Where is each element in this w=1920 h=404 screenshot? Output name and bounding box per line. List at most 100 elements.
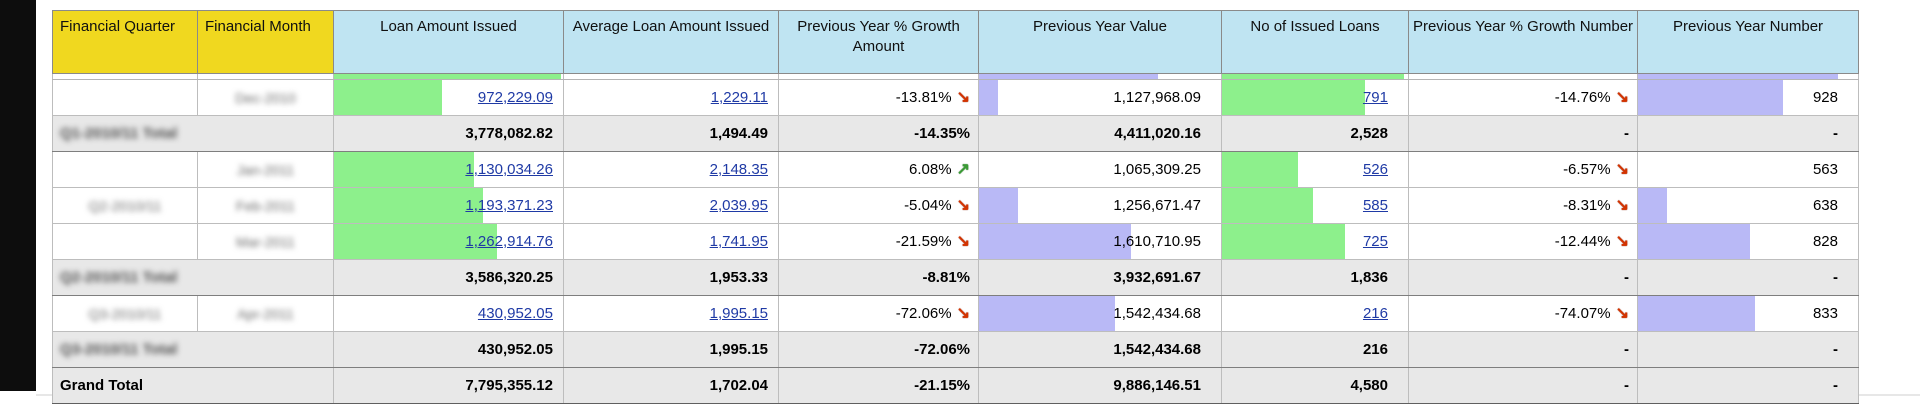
issued-total-value: 1,836 [1350, 269, 1388, 286]
issued-data-bar [1222, 74, 1405, 79]
loan-amount-data-bar [334, 224, 497, 259]
total-label-cell: Grand Total [52, 367, 334, 404]
avg-loan-link[interactable]: 2,039.95 [709, 197, 768, 214]
cell-loan-amount: 1,262,914.76 [333, 223, 564, 260]
cell-month: Apr-2011 [197, 295, 334, 332]
cell-issued: 725 [1221, 223, 1409, 260]
cell-quarter [52, 223, 198, 260]
avg-loan-link[interactable]: 2,148.35 [709, 161, 768, 178]
issued-total-value: 4,580 [1350, 377, 1388, 394]
trend-down-icon: ↘ [1615, 160, 1629, 178]
growth-amount-total-value: -21.15% [914, 377, 970, 394]
prev-value-data-bar [979, 296, 1115, 331]
month-label: Feb-2011 [236, 197, 295, 214]
total-row: Grand Total 7,795,355.12 1,702.04 -21.15% 9,… [52, 367, 1859, 404]
month-label: Apr-2011 [237, 305, 294, 322]
cell-growth-amount: -8.81% [778, 259, 979, 296]
cell-growth-number: -6.57% ↘ [1408, 151, 1638, 188]
loan-amount-link[interactable]: 430,952.05 [477, 305, 553, 322]
prev-number-data-bar [1638, 80, 1784, 115]
column-header-loan-amount[interactable]: Loan Amount Issued [333, 10, 564, 74]
total-row-label: Q3-2010/11 Total [60, 341, 178, 358]
trend-down-icon: ↘ [1615, 196, 1629, 214]
loan-amount-link[interactable]: 1,193,371.23 [465, 197, 553, 214]
issued-link[interactable]: 791 [1362, 89, 1388, 106]
cell-loan-amount: 1,130,034.26 [333, 151, 564, 188]
cell-prev-number: - [1637, 367, 1859, 404]
issued-link[interactable]: 725 [1362, 233, 1388, 250]
total-row: Q1-2010/11 Total 3,778,082.82 1,494.49 -14.… [52, 115, 1859, 152]
table-row: Q2-2010/11 Feb-2011 1,193,371.23 2,039.95 -5… [52, 187, 1859, 224]
month-label: Jan-2011 [236, 161, 295, 178]
cell-month [197, 73, 334, 80]
prev-number-total-value: - [1833, 377, 1838, 394]
cell-growth-amount: -5.04% ↘ [778, 187, 979, 224]
avg-loan-link[interactable]: 1,229.11 [710, 89, 768, 106]
cell-issued [1221, 73, 1409, 80]
cell-prev-number: - [1637, 259, 1859, 296]
cell-prev-number: 833 [1637, 295, 1859, 332]
loan-amount-total-value: 430,952.05 [477, 341, 553, 358]
column-header-growth-number[interactable]: Previous Year % Growth Number [1408, 10, 1638, 74]
loan-amount-link[interactable]: 1,130,034.26 [465, 161, 553, 178]
growth-number-total-value: - [1624, 125, 1629, 142]
cell-avg-loan: 1,953.33 [563, 259, 779, 296]
loan-amount-total-value: 3,586,320.25 [465, 269, 553, 286]
issued-link[interactable]: 585 [1362, 197, 1388, 214]
cell-growth-number: -74.07% ↘ [1408, 295, 1638, 332]
prev-value-data-bar [979, 188, 1018, 223]
prev-number-value: 928 [1812, 89, 1838, 106]
issued-link[interactable]: 216 [1362, 305, 1388, 322]
column-header-prev-value[interactable]: Previous Year Value [978, 10, 1222, 74]
trend-down-icon: ↘ [956, 196, 970, 214]
cell-prev-value: 1,610,710.95 [978, 223, 1222, 260]
avg-loan-link[interactable]: 1,741.95 [709, 233, 768, 250]
growth-number-value: -74.07% [1554, 305, 1611, 322]
prev-value-total-value: 3,932,691.67 [1113, 269, 1201, 286]
prev-value-total-value: 1,542,434.68 [1113, 341, 1201, 358]
cell-growth-amount: -21.15% [778, 367, 979, 404]
column-header-avg-loan[interactable]: Average Loan Amount Issued [563, 10, 779, 74]
cell-avg-loan: 1,229.11 [563, 79, 779, 116]
column-header-quarter[interactable]: Financial Quarter [52, 10, 198, 74]
cell-month: Feb-2011 [197, 187, 334, 224]
column-header-prev-number[interactable]: Previous Year Number [1637, 10, 1859, 74]
total-label-cell: Q2-2010/11 Total [52, 259, 334, 296]
issued-link[interactable]: 526 [1362, 161, 1388, 178]
growth-number-total-value: - [1624, 377, 1629, 394]
window-left-edge [0, 0, 36, 391]
issued-data-bar [1222, 188, 1314, 223]
cell-loan-amount: 430,952.05 [333, 331, 564, 368]
total-label-cell: Q1-2010/11 Total [52, 115, 334, 152]
total-label-cell: Q3-2010/11 Total [52, 331, 334, 368]
cell-growth-number: -8.31% ↘ [1408, 187, 1638, 224]
growth-number-total-value: - [1624, 341, 1629, 358]
loan-amount-link[interactable]: 972,229.09 [477, 89, 553, 106]
column-header-growth-amount[interactable]: Previous Year % Growth Amount [778, 10, 979, 74]
cell-growth-amount: -72.06% ↘ [778, 295, 979, 332]
cell-issued: 216 [1221, 295, 1409, 332]
cell-prev-value: 1,065,309.25 [978, 151, 1222, 188]
month-label: Dec-2010 [235, 89, 296, 106]
cell-issued: 791 [1221, 79, 1409, 116]
loan-amount-data-bar [334, 80, 442, 115]
trend-down-icon: ↘ [1615, 304, 1629, 322]
column-header-month[interactable]: Financial Month [197, 10, 334, 74]
cell-growth-amount: -72.06% [778, 331, 979, 368]
cell-loan-amount: 3,778,082.82 [333, 115, 564, 152]
total-row-label: Q1-2010/11 Total [60, 125, 178, 142]
growth-number-total-value: - [1624, 269, 1629, 286]
table-row: Jan-2011 1,130,034.26 2,148.35 6.08% ↗ 1,065,… [52, 151, 1859, 188]
avg-loan-total-value: 1,702.04 [709, 377, 768, 394]
cell-avg-loan: 1,995.15 [563, 295, 779, 332]
cell-month: Dec-2010 [197, 79, 334, 116]
loan-amount-link[interactable]: 1,262,914.76 [465, 233, 553, 250]
cell-issued: 4,580 [1221, 367, 1409, 404]
cell-avg-loan: 1,494.49 [563, 115, 779, 152]
loan-amount-total-value: 3,778,082.82 [465, 125, 553, 142]
avg-loan-total-value: 1,494.49 [709, 125, 768, 142]
cell-loan-amount: 7,795,355.12 [333, 367, 564, 404]
column-header-issued[interactable]: No of Issued Loans [1221, 10, 1409, 74]
avg-loan-link[interactable]: 1,995.15 [709, 305, 768, 322]
growth-amount-value: -72.06% [895, 305, 952, 322]
